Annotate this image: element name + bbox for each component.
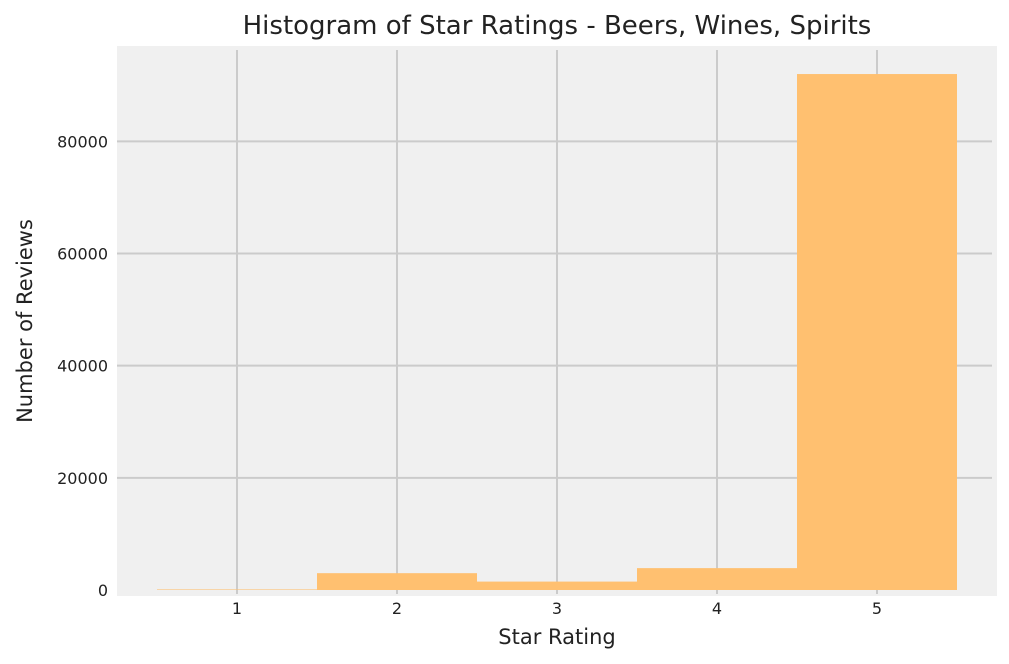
x-axis-label: Star Rating: [498, 625, 615, 649]
x-tick-label: 4: [712, 599, 722, 618]
y-tick-label: 40000: [57, 357, 108, 376]
bars: [157, 74, 957, 590]
bar-5: [797, 74, 957, 590]
y-tick-labels: 0 20000 40000 60000 80000: [57, 132, 108, 600]
x-tick-labels: 1 2 3 4 5: [232, 599, 882, 618]
x-tick-label: 1: [232, 599, 242, 618]
y-tick-label: 20000: [57, 469, 108, 488]
y-tick-label: 0: [98, 581, 108, 600]
bar-1: [157, 589, 317, 590]
y-tick-label: 60000: [57, 245, 108, 264]
y-axis-label: Number of Reviews: [13, 219, 37, 423]
bar-4: [637, 568, 797, 590]
y-tick-label: 80000: [57, 132, 108, 151]
x-tick-label: 3: [552, 599, 562, 618]
x-tick-label: 2: [392, 599, 402, 618]
bar-3: [477, 581, 637, 590]
chart-title: Histogram of Star Ratings - Beers, Wines…: [243, 11, 872, 41]
bar-2: [317, 573, 477, 590]
x-tick-label: 5: [872, 599, 882, 618]
